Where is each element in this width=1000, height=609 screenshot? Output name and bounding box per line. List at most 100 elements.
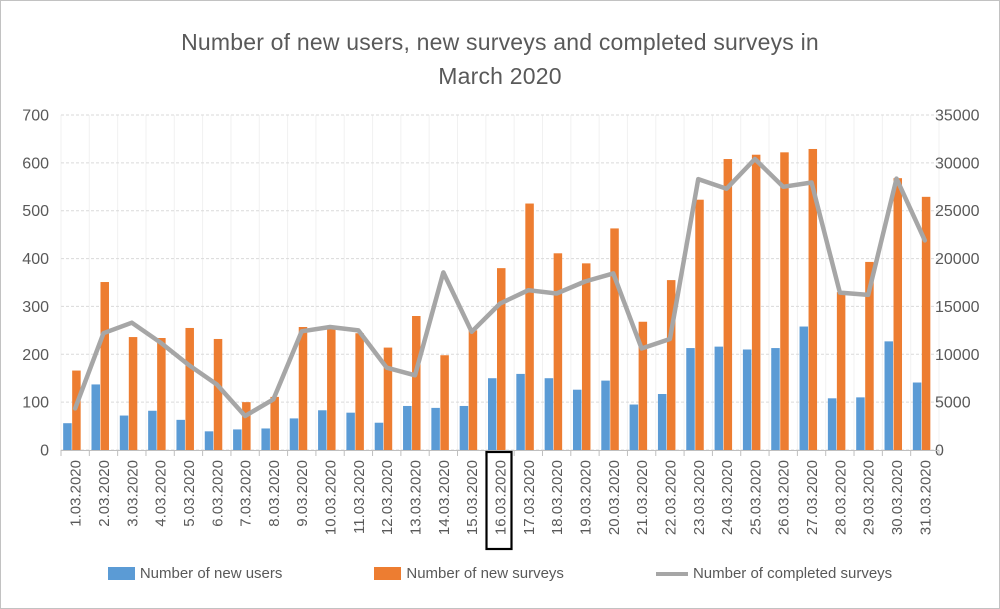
x-axis-label[interactable]: 25.03.2020 [747, 460, 764, 535]
x-axis-label[interactable]: 10.03.2020 [323, 460, 340, 535]
bar-new-users[interactable] [544, 378, 554, 450]
bar-new-users[interactable] [657, 394, 667, 450]
bar-new-users[interactable] [714, 346, 724, 450]
bar-new-users[interactable] [884, 341, 894, 450]
x-axis-label[interactable]: 7.03.2020 [238, 460, 255, 527]
bar-new-surveys[interactable] [72, 370, 81, 450]
bar-new-users[interactable] [318, 410, 327, 450]
bar-new-surveys[interactable] [638, 321, 648, 450]
x-axis-label[interactable]: 30.03.2020 [889, 460, 906, 535]
bar-new-users[interactable] [374, 422, 384, 450]
x-axis-label[interactable]: 27.03.2020 [804, 460, 821, 535]
bar-new-users[interactable] [856, 397, 865, 450]
bar-new-surveys[interactable] [893, 178, 903, 450]
bar-new-users[interactable] [459, 405, 469, 450]
x-axis-label[interactable]: 20.03.2020 [606, 460, 623, 535]
x-axis-label[interactable]: 19.03.2020 [577, 460, 594, 535]
completed-surveys-line[interactable] [72, 156, 928, 419]
bar-new-surveys[interactable] [865, 261, 874, 450]
bar-new-surveys[interactable] [355, 333, 364, 450]
bar-new-surveys[interactable] [695, 199, 704, 450]
x-axis-label[interactable]: 29.03.2020 [861, 460, 878, 535]
x-axis-label[interactable]: 16.03.2020 [493, 460, 510, 535]
bar-new-surveys[interactable] [383, 347, 393, 450]
legend-item-new-surveys[interactable]: Number of new surveys [374, 565, 564, 582]
bar-new-users[interactable] [346, 412, 355, 450]
x-axis-label[interactable]: 21.03.2020 [634, 460, 651, 535]
bar-new-users[interactable] [204, 431, 214, 450]
bar-new-surveys[interactable] [270, 396, 279, 450]
bar-new-surveys[interactable] [157, 338, 166, 450]
bar-new-users[interactable] [91, 384, 100, 450]
x-axis-label[interactable]: 2.03.2020 [96, 460, 113, 527]
bar-new-surveys[interactable] [553, 253, 563, 450]
x-axis-label[interactable]: 31.03.2020 [917, 460, 934, 535]
bar-new-surveys[interactable] [581, 263, 591, 450]
bar-new-surveys[interactable] [412, 316, 421, 450]
bar-new-users[interactable] [261, 428, 270, 450]
bar-new-surveys[interactable] [468, 330, 478, 450]
bar-new-surveys[interactable] [327, 328, 336, 450]
bar-new-users[interactable] [516, 373, 525, 450]
bar-new-users[interactable] [431, 407, 440, 450]
bar-new-users[interactable] [63, 423, 72, 450]
bar-new-users[interactable] [771, 348, 780, 450]
bar-new-users[interactable] [403, 405, 412, 450]
bar-new-surveys[interactable] [808, 148, 818, 450]
x-axis-label[interactable]: 18.03.2020 [549, 460, 566, 535]
legend-label-new-surveys: Number of new surveys [406, 565, 564, 582]
x-axis-label[interactable]: 15.03.2020 [464, 460, 481, 535]
highlight-box[interactable] [485, 450, 513, 551]
bar-new-users[interactable] [488, 378, 497, 450]
legend-item-new-users[interactable]: Number of new users [107, 565, 282, 582]
legend-item-completed-surveys[interactable]: Number of completed surveys [655, 565, 892, 582]
bar-new-surveys[interactable] [298, 327, 308, 450]
bar-new-users[interactable] [233, 429, 242, 450]
bar-new-surveys[interactable] [100, 282, 109, 450]
bar-new-users[interactable] [119, 415, 129, 450]
x-axis-label[interactable]: 12.03.2020 [379, 460, 396, 535]
x-axis-label[interactable]: 11.03.2020 [351, 460, 368, 534]
x-axis-label[interactable]: 6.03.2020 [209, 460, 226, 527]
x-axis-label[interactable]: 4.03.2020 [153, 460, 170, 527]
bar-new-users[interactable] [176, 419, 185, 450]
bar-new-users[interactable] [742, 349, 752, 451]
bar-new-users[interactable] [601, 380, 610, 450]
bar-new-surveys[interactable] [780, 152, 789, 451]
bar-new-surveys[interactable] [242, 402, 251, 450]
x-axis-label[interactable]: 8.03.2020 [266, 460, 283, 527]
x-axis-label[interactable]: 22.03.2020 [662, 460, 679, 535]
x-axis-label[interactable]: 1.03.2020 [68, 460, 85, 527]
x-axis-label[interactable]: 23.03.2020 [691, 460, 708, 535]
bar-new-surveys[interactable] [610, 228, 619, 450]
x-axis-label[interactable]: 26.03.2020 [776, 460, 793, 535]
bar-new-surveys[interactable] [723, 159, 733, 450]
bar-new-surveys[interactable] [525, 203, 534, 450]
bar-new-users[interactable] [572, 389, 582, 450]
x-axis-label[interactable]: 5.03.2020 [181, 460, 198, 527]
bar-new-users[interactable] [912, 382, 922, 450]
x-axis-label[interactable]: 17.03.2020 [521, 460, 538, 535]
x-axis-label[interactable]: 14.03.2020 [436, 460, 453, 535]
bar-new-users[interactable] [827, 398, 837, 450]
bar-new-surveys[interactable] [128, 337, 138, 450]
bar-new-users[interactable] [289, 418, 299, 450]
bar-new-surveys[interactable] [213, 338, 223, 450]
bar-new-surveys[interactable] [751, 154, 761, 450]
bar-new-surveys[interactable] [836, 292, 846, 450]
x-axis-label[interactable]: 13.03.2020 [408, 460, 425, 535]
x-axis-label[interactable]: 24.03.2020 [719, 460, 736, 535]
bar-new-surveys[interactable] [497, 268, 506, 450]
bar-new-users[interactable] [686, 348, 695, 450]
x-axis-label[interactable]: 3.03.2020 [124, 460, 141, 527]
bar-new-users[interactable] [629, 404, 639, 450]
x-axis-label[interactable]: 28.03.2020 [832, 460, 849, 535]
bar-new-users[interactable] [148, 410, 157, 450]
bar-new-surveys[interactable] [666, 280, 676, 450]
bar-new-users[interactable] [799, 326, 809, 450]
x-axis-label[interactable]: 9.03.2020 [294, 460, 311, 527]
bar-new-surveys[interactable] [440, 355, 449, 450]
bar-new-surveys[interactable] [921, 196, 931, 450]
bar-new-surveys[interactable] [185, 327, 194, 450]
